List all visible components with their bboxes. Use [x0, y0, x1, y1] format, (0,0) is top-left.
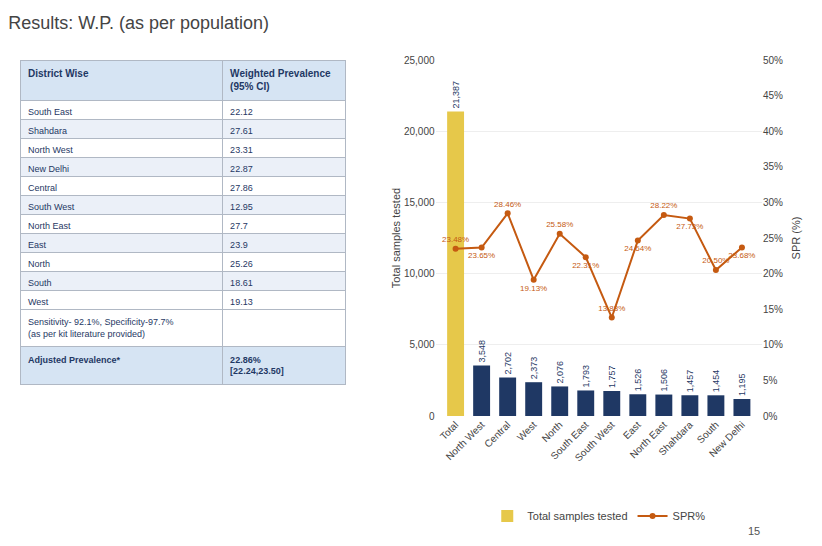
svg-text:20.50%: 20.50%	[702, 256, 729, 265]
svg-text:South West: South West	[573, 419, 617, 463]
svg-text:SPR%: SPR%	[673, 510, 706, 522]
svg-text:South East: South East	[28, 107, 73, 117]
svg-text:Results: W.P. (as per populati: Results: W.P. (as per population)	[8, 13, 269, 33]
svg-text:East: East	[621, 419, 643, 441]
svg-text:27.73%: 27.73%	[676, 222, 703, 231]
svg-text:North West: North West	[28, 145, 73, 155]
svg-text:19.13%: 19.13%	[520, 284, 547, 293]
svg-text:30%: 30%	[763, 197, 783, 208]
svg-text:1,506: 1,506	[659, 369, 669, 392]
svg-text:21,387: 21,387	[451, 81, 461, 109]
svg-text:North West: North West	[444, 419, 487, 462]
svg-text:25.26: 25.26	[230, 259, 253, 269]
svg-text:0%: 0%	[763, 411, 778, 422]
svg-text:1,195: 1,195	[737, 373, 747, 396]
svg-text:15%: 15%	[763, 304, 783, 315]
svg-text:North East: North East	[628, 419, 669, 460]
svg-text:22.86%[22.24,23.50]: 22.86%[22.24,23.50]	[230, 355, 284, 377]
svg-text:22.87: 22.87	[230, 164, 253, 174]
svg-text:40%: 40%	[763, 126, 783, 137]
svg-text:Weighted Prevalence(95% CI): Weighted Prevalence(95% CI)	[230, 68, 331, 92]
svg-text:20,000: 20,000	[404, 126, 435, 137]
svg-text:15: 15	[748, 525, 760, 537]
svg-text:25%: 25%	[763, 233, 783, 244]
svg-text:North: North	[540, 419, 565, 444]
svg-text:13.83%: 13.83%	[598, 304, 625, 313]
svg-text:North: North	[28, 259, 50, 269]
svg-text:Shahdara: Shahdara	[28, 126, 67, 136]
svg-text:5,000: 5,000	[409, 339, 434, 350]
svg-text:1,454: 1,454	[711, 370, 721, 393]
svg-text:19.13: 19.13	[230, 297, 253, 307]
svg-text:South: South	[28, 278, 52, 288]
svg-text:2,373: 2,373	[529, 357, 539, 380]
svg-text:25.58%: 25.58%	[546, 220, 573, 229]
svg-text:27.7: 27.7	[230, 221, 248, 231]
svg-text:Adjusted Prevalence*: Adjusted Prevalence*	[28, 355, 121, 365]
svg-text:12.95: 12.95	[230, 202, 253, 212]
svg-text:18.61: 18.61	[230, 278, 253, 288]
svg-text:0: 0	[429, 411, 435, 422]
svg-text:South: South	[695, 419, 721, 445]
svg-text:Central: Central	[28, 183, 57, 193]
svg-text:23.68%: 23.68%	[728, 251, 755, 260]
svg-text:Sensitivity- 92.1%, Specificit: Sensitivity- 92.1%, Specificity-97.7%(as…	[28, 317, 174, 339]
svg-text:28.22%: 28.22%	[650, 201, 677, 210]
svg-text:2,076: 2,076	[555, 361, 565, 384]
svg-text:2,702: 2,702	[503, 352, 513, 375]
svg-text:1,457: 1,457	[685, 370, 695, 393]
svg-text:SPR (%): SPR (%)	[790, 217, 802, 260]
svg-text:North East: North East	[28, 221, 71, 231]
svg-text:West: West	[28, 297, 49, 307]
svg-text:23.48%: 23.48%	[442, 235, 469, 244]
svg-text:23.65%: 23.65%	[468, 251, 495, 260]
svg-text:22.31%: 22.31%	[572, 261, 599, 270]
svg-text:27.61: 27.61	[230, 126, 253, 136]
svg-text:23.31: 23.31	[230, 145, 253, 155]
svg-text:New Delhi: New Delhi	[28, 164, 69, 174]
svg-text:District Wise: District Wise	[28, 68, 89, 79]
svg-text:1,793: 1,793	[581, 365, 591, 388]
svg-text:10%: 10%	[763, 339, 783, 350]
svg-text:20%: 20%	[763, 268, 783, 279]
svg-text:23.9: 23.9	[230, 240, 248, 250]
svg-text:50%: 50%	[763, 55, 783, 66]
svg-text:22.12: 22.12	[230, 107, 253, 117]
svg-text:35%: 35%	[763, 161, 783, 172]
svg-text:East: East	[28, 240, 47, 250]
svg-text:27.86: 27.86	[230, 183, 253, 193]
svg-text:3,548: 3,548	[477, 340, 487, 363]
svg-text:45%: 45%	[763, 90, 783, 101]
svg-text:1,526: 1,526	[633, 369, 643, 392]
svg-text:10,000: 10,000	[404, 268, 435, 279]
svg-text:5%: 5%	[763, 375, 778, 386]
svg-text:1,757: 1,757	[607, 365, 617, 388]
svg-text:Central: Central	[482, 419, 513, 450]
svg-text:South East: South East	[548, 419, 591, 462]
svg-text:15,000: 15,000	[404, 197, 435, 208]
svg-text:Total samples tested: Total samples tested	[390, 188, 402, 288]
svg-text:28.46%: 28.46%	[494, 200, 521, 209]
svg-text:25,000: 25,000	[404, 55, 435, 66]
svg-text:Shahdara: Shahdara	[656, 419, 695, 458]
svg-text:South West: South West	[28, 202, 75, 212]
svg-text:West: West	[515, 419, 539, 443]
svg-text:New Delhi: New Delhi	[707, 419, 747, 459]
svg-text:Total: Total	[438, 419, 461, 442]
svg-text:Total samples tested: Total samples tested	[527, 510, 627, 522]
svg-text:24.64%: 24.64%	[624, 244, 651, 253]
